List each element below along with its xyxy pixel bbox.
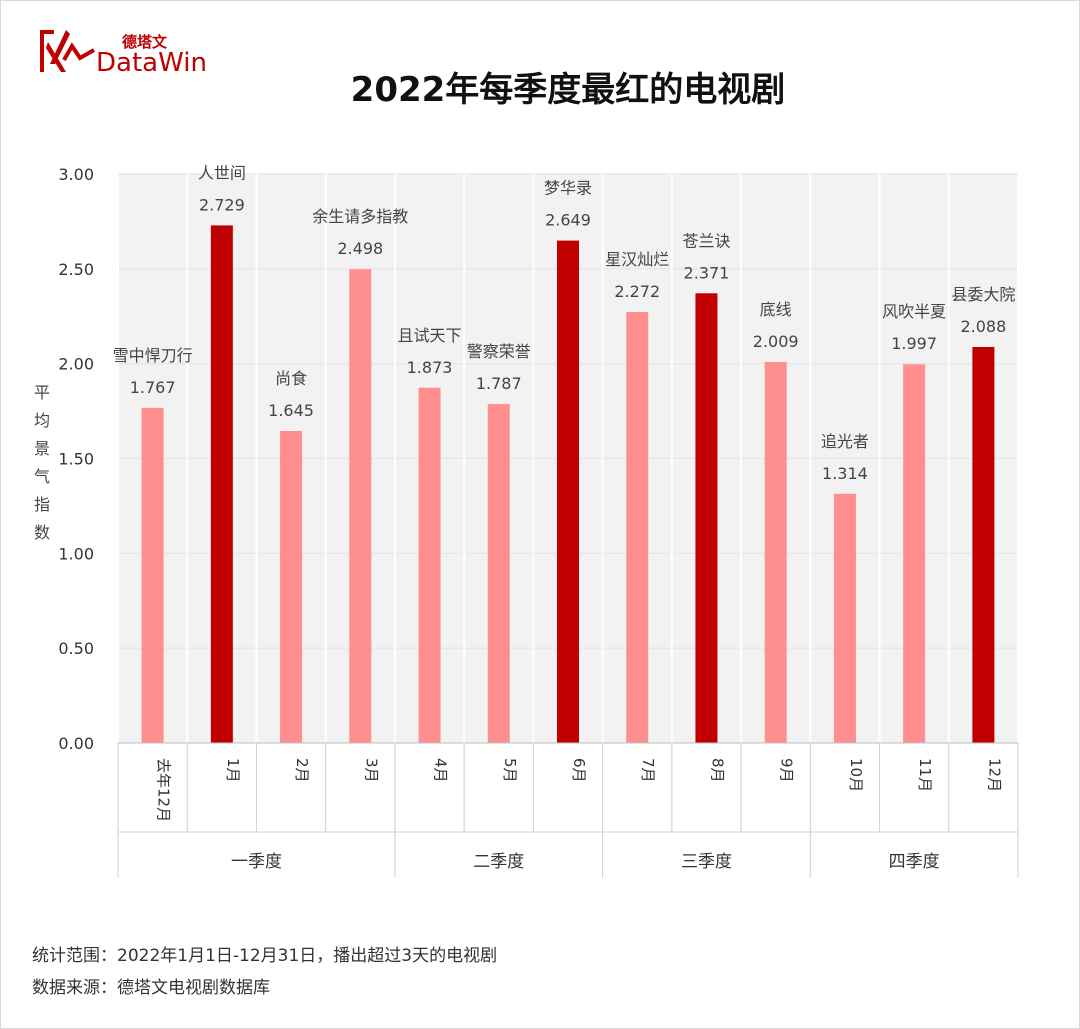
x-tick-label: 10月: [847, 758, 865, 792]
bar: [141, 407, 164, 743]
y-axis-label-char: 数: [34, 523, 50, 542]
y-tick-label: 1.00: [58, 544, 94, 563]
show-name-label: 县委大院: [951, 285, 1015, 304]
show-name-label: 苍兰诀: [682, 231, 730, 250]
data-label: 1.767: [130, 378, 176, 397]
data-label: 1.873: [407, 358, 453, 377]
bar: [626, 312, 649, 743]
x-tick-label: 12月: [985, 758, 1003, 792]
bar: [764, 361, 787, 743]
y-axis-label-char: 均: [34, 411, 50, 430]
bar: [557, 240, 579, 743]
quarter-label: 一季度: [231, 852, 282, 872]
data-label: 2.729: [199, 195, 245, 214]
data-label: 1.314: [822, 464, 868, 483]
data-label: 2.272: [614, 282, 660, 301]
data-label: 1.645: [268, 401, 314, 420]
y-tick-label: 0.50: [58, 639, 94, 658]
show-name-label: 底线: [760, 300, 792, 319]
y-tick-label: 3.00: [58, 165, 94, 184]
data-label: 2.649: [545, 211, 591, 230]
y-axis-label-char: 气: [34, 467, 50, 486]
bar: [487, 404, 510, 743]
show-name-label: 星汉灿烂: [605, 250, 669, 269]
bar: [695, 293, 718, 743]
show-name-label: 雪中悍刀行: [113, 346, 193, 365]
show-name-label: 余生请多指教: [312, 207, 408, 226]
y-tick-label: 1.50: [58, 450, 94, 469]
y-axis-label-char: 平: [34, 383, 50, 402]
bar: [418, 387, 441, 743]
data-label: 2.088: [960, 317, 1006, 336]
bar: [972, 346, 995, 743]
show-name-label: 且试天下: [398, 326, 462, 345]
datawin-logo: [40, 30, 95, 72]
data-label: 1.787: [476, 374, 522, 393]
x-tick-label: 5月: [501, 758, 519, 783]
logo-en-text: DataWin: [96, 48, 207, 78]
show-name-label: 警察荣誉: [467, 342, 531, 361]
data-label: 2.498: [337, 239, 383, 258]
x-tick-label: 8月: [708, 758, 726, 783]
y-tick-label: 2.00: [58, 355, 94, 374]
bar: [833, 493, 856, 743]
bar: [349, 269, 372, 743]
y-tick-label: 2.50: [58, 260, 94, 279]
show-name-label: 追光者: [821, 432, 869, 451]
bar: [280, 430, 303, 743]
show-name-label: 风吹半夏: [882, 302, 946, 321]
show-name-label: 梦华录: [544, 179, 592, 198]
source-note: 数据来源：德塔文电视剧数据库: [32, 978, 270, 998]
quarter-label: 四季度: [889, 852, 940, 872]
data-label: 1.997: [891, 334, 937, 353]
data-label: 2.009: [753, 332, 799, 351]
show-name-label: 尚食: [275, 369, 307, 388]
y-axis-label-char: 景: [34, 439, 50, 458]
x-tick-label: 9月: [778, 758, 796, 783]
x-tick-label: 11月: [916, 758, 934, 792]
bar: [210, 225, 233, 744]
x-tick-label: 7月: [639, 758, 657, 783]
quarter-label: 二季度: [473, 852, 524, 872]
chart-title: 2022年每季度最红的电视剧: [350, 70, 786, 110]
x-tick-label: 1月: [224, 758, 242, 783]
x-tick-label: 6月: [570, 758, 588, 783]
logo-cn-text: 德塔文: [122, 33, 168, 51]
bar: [903, 364, 926, 743]
x-tick-label: 去年12月: [155, 758, 173, 822]
data-label: 2.371: [684, 263, 730, 282]
x-tick-label: 2月: [293, 758, 311, 783]
footnotes: 统计范围：2022年1月1日-12月31日，播出超过3天的电视剧 数据来源：德塔…: [32, 940, 497, 1004]
quarter-label: 三季度: [681, 852, 732, 872]
show-name-label: 人世间: [198, 163, 246, 182]
x-tick-label: 4月: [432, 758, 450, 783]
scope-note: 统计范围：2022年1月1日-12月31日，播出超过3天的电视剧: [32, 946, 498, 966]
y-axis-label-char: 指: [34, 495, 50, 514]
x-tick-label: 3月: [362, 758, 380, 783]
y-tick-label: 0.00: [58, 734, 94, 753]
